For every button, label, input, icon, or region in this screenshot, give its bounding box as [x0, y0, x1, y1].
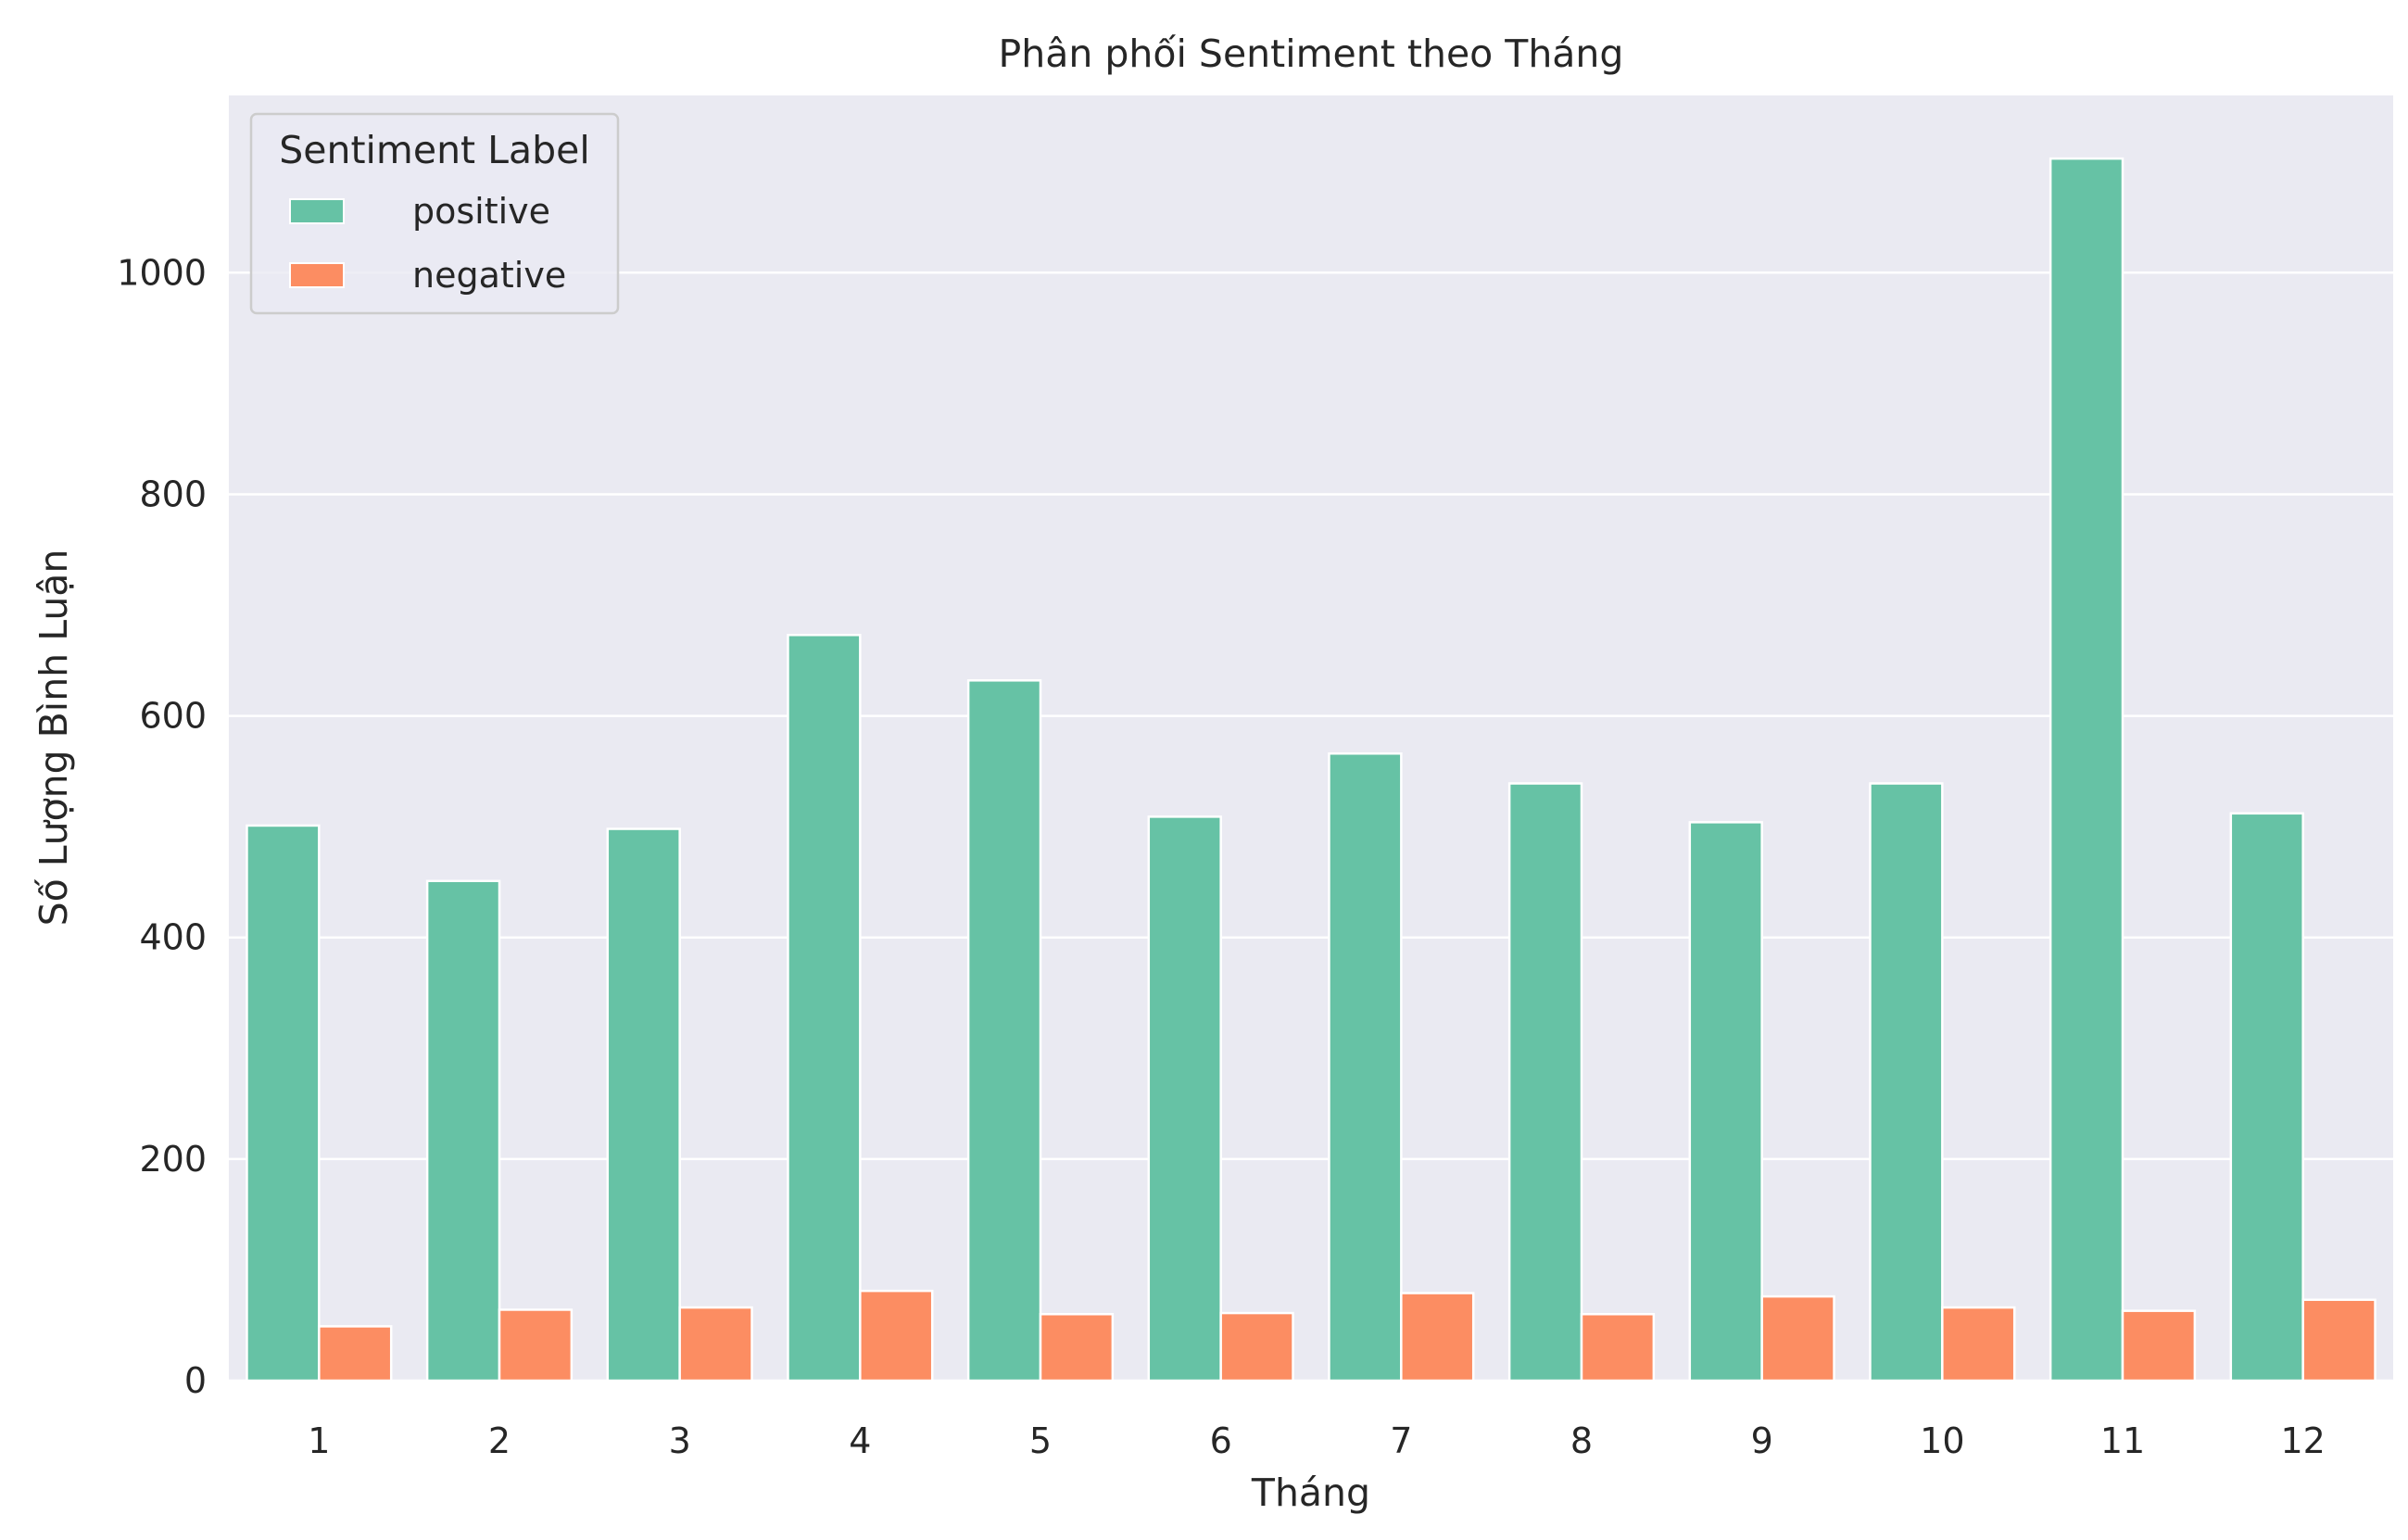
legend: Sentiment Label positive negative — [249, 112, 620, 315]
bar-negative-2 — [498, 1308, 574, 1382]
y-tick-label: 0 — [184, 1360, 207, 1401]
bar-negative-3 — [678, 1306, 753, 1382]
chart-title: Phân phối Sentiment theo Tháng — [999, 32, 1624, 76]
bar-positive-2 — [425, 879, 501, 1382]
x-tick-label: 4 — [849, 1420, 871, 1461]
x-tick-label: 12 — [2280, 1420, 2325, 1461]
x-tick-label: 2 — [488, 1420, 511, 1461]
x-tick-label: 11 — [2100, 1420, 2145, 1461]
bar-positive-4 — [787, 634, 862, 1382]
bar-negative-10 — [1941, 1306, 2016, 1382]
x-axis: 1 2 3 4 5 6 7 8 9 10 11 12 — [308, 1420, 2326, 1461]
legend-label-positive: positive — [412, 191, 550, 232]
legend-swatch-negative — [289, 262, 345, 288]
bar-positive-7 — [1328, 751, 1403, 1382]
y-tick-label: 400 — [139, 917, 207, 958]
bar-positive-10 — [1869, 782, 1944, 1382]
bar-negative-7 — [1400, 1292, 1475, 1382]
y-tick-label: 1000 — [117, 252, 207, 293]
x-tick-label: 5 — [1029, 1420, 1052, 1461]
bar-negative-9 — [1760, 1294, 1835, 1382]
legend-title: Sentiment Label — [279, 128, 590, 172]
bars — [246, 157, 2376, 1382]
bar-negative-6 — [1219, 1311, 1294, 1382]
legend-swatch-positive — [289, 198, 345, 224]
y-tick-label: 800 — [139, 473, 207, 514]
x-tick-label: 6 — [1210, 1420, 1232, 1461]
bar-positive-9 — [1688, 821, 1763, 1382]
bar-positive-12 — [2229, 812, 2304, 1382]
y-tick-label: 600 — [139, 696, 207, 737]
x-tick-label: 8 — [1570, 1420, 1593, 1461]
bar-negative-8 — [1580, 1313, 1656, 1382]
x-tick-label: 1 — [308, 1420, 330, 1461]
x-tick-label: 9 — [1751, 1420, 1773, 1461]
legend-label-negative: negative — [412, 255, 566, 296]
x-axis-label: Tháng — [1251, 1471, 1370, 1515]
bar-negative-4 — [859, 1289, 934, 1382]
bar-negative-1 — [318, 1325, 393, 1382]
bar-positive-1 — [246, 824, 321, 1382]
x-tick-label: 10 — [1920, 1420, 1964, 1461]
bar-negative-11 — [2121, 1309, 2197, 1382]
bar-positive-5 — [966, 679, 1042, 1382]
bar-negative-5 — [1039, 1313, 1115, 1382]
bar-positive-3 — [606, 827, 681, 1382]
bar-negative-12 — [2301, 1298, 2376, 1382]
y-tick-label: 200 — [139, 1139, 207, 1180]
bar-positive-6 — [1147, 815, 1222, 1382]
x-tick-label: 7 — [1390, 1420, 1412, 1461]
y-axis: 0 200 400 600 800 1000 — [117, 252, 207, 1401]
bar-positive-8 — [1507, 782, 1583, 1382]
y-axis-label: Số Lượng Bình Luận — [32, 549, 76, 927]
x-tick-label: 3 — [669, 1420, 691, 1461]
legend-items: positive negative — [289, 191, 566, 296]
bar-positive-11 — [2049, 157, 2124, 1382]
